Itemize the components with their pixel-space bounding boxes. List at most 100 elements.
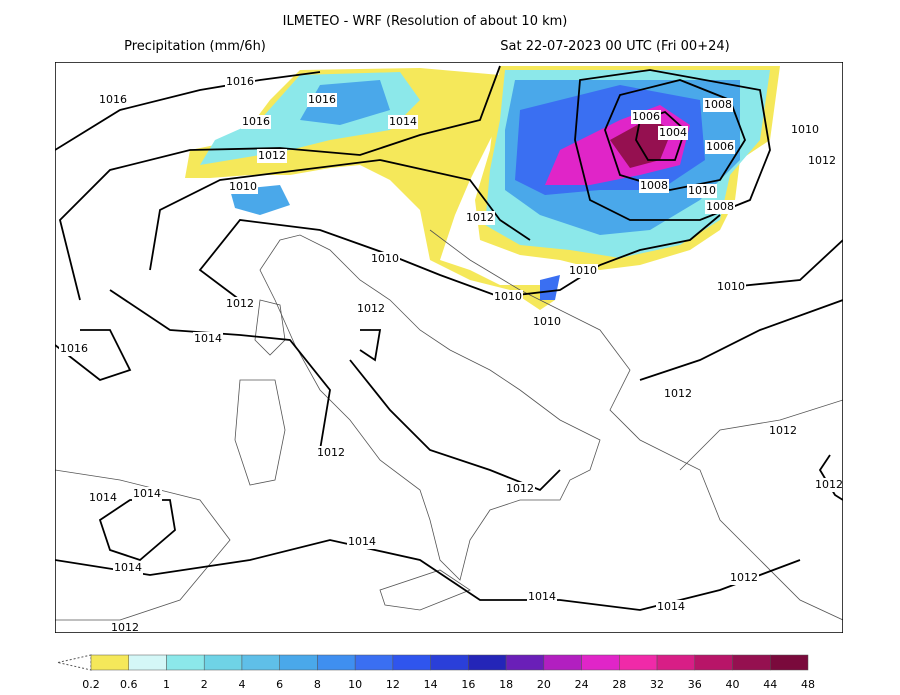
isobar-label-bg bbox=[225, 75, 255, 89]
colorbar-label: 10 bbox=[348, 678, 362, 691]
colorbar-label: 2 bbox=[201, 678, 208, 691]
isobar-label: 1016 bbox=[226, 75, 254, 88]
isobar-label: 1008 bbox=[706, 200, 734, 213]
colorbar-label: 14 bbox=[424, 678, 438, 691]
isobar-labels: 1016 1016 1016 1016 1014 1012 1010 1006 1004 1008… bbox=[59, 75, 843, 634]
isobar-label: 1014 bbox=[389, 115, 417, 128]
colorbar-label: 48 bbox=[801, 678, 815, 691]
colorbar: 0.2 0.6 1 2 4 6 8 10 12 14 16 18 20 24 28 32 36 40 44 48 bbox=[82, 654, 815, 691]
isobar-label-bg bbox=[225, 297, 255, 311]
colorbar-label: 0.2 bbox=[82, 678, 100, 691]
colorbar-swatch bbox=[732, 654, 771, 671]
isobar-label: 1014 bbox=[528, 590, 556, 603]
isobar-label: 1014 bbox=[194, 332, 222, 345]
isobar-label: 1012 bbox=[226, 297, 254, 310]
isobar-label-bg bbox=[658, 126, 688, 140]
isobar-label: 1010 bbox=[569, 264, 597, 277]
isobar-label-bg bbox=[307, 93, 337, 107]
isobar-label: 1010 bbox=[494, 290, 522, 303]
isobar-label: 1012 bbox=[808, 154, 836, 167]
isobar-label-bg bbox=[59, 342, 89, 356]
isobar-label: 1014 bbox=[133, 487, 161, 500]
isobar-label: 1010 bbox=[229, 180, 257, 193]
isobar-label-bg bbox=[639, 179, 669, 193]
colorbar-label: 28 bbox=[612, 678, 626, 691]
isobar-label-bg bbox=[807, 154, 837, 168]
isobar-label-bg bbox=[768, 424, 798, 438]
isobar-label-bg bbox=[356, 302, 386, 316]
isobar-label-bg bbox=[113, 561, 143, 575]
isobar-label: 1016 bbox=[242, 115, 270, 128]
colorbar-label: 20 bbox=[537, 678, 551, 691]
colorbar-swatch bbox=[656, 654, 696, 671]
colorbar-label: 40 bbox=[726, 678, 740, 691]
colorbar-label: 8 bbox=[314, 678, 321, 691]
isobar-label-bg bbox=[631, 110, 661, 124]
colorbar-label: 6 bbox=[276, 678, 283, 691]
isobar-label-bg bbox=[193, 332, 223, 346]
map: 1016 1016 1016 1016 1014 1012 1010 1006 1004 1008… bbox=[55, 62, 843, 634]
isobar-label-bg bbox=[493, 290, 523, 304]
colorbar-label: 18 bbox=[499, 678, 513, 691]
colorbar-swatch bbox=[90, 654, 129, 671]
colorbar-swatch bbox=[430, 654, 469, 671]
colorbar-swatch bbox=[203, 654, 243, 671]
isobar-label-bg bbox=[814, 478, 843, 492]
isobar-label-bg bbox=[370, 252, 400, 266]
isobar-label-bg bbox=[687, 184, 717, 198]
isobar-label: 1012 bbox=[466, 211, 494, 224]
title: ILMETEO - WRF (Resolution of about 10 km… bbox=[283, 14, 568, 29]
isobar-label: 1012 bbox=[730, 571, 758, 584]
isobar-label: 1010 bbox=[533, 315, 561, 328]
isobar-label: 1016 bbox=[60, 342, 88, 355]
isobar-label: 1012 bbox=[664, 387, 692, 400]
isobar-label-bg bbox=[110, 621, 140, 633]
isobar-label-bg bbox=[729, 571, 759, 585]
isobar-label: 1014 bbox=[114, 561, 142, 574]
isobar-label: 1012 bbox=[769, 424, 797, 437]
isobar-label: 1014 bbox=[348, 535, 376, 548]
variable-label: Precipitation (mm/6h) bbox=[124, 39, 266, 54]
isobar-label: 1012 bbox=[111, 621, 139, 634]
isobar-label: 1006 bbox=[706, 140, 734, 153]
isobar-label-bg bbox=[505, 482, 535, 496]
colorbar-swatch bbox=[505, 654, 545, 671]
colorbar-label: 0.6 bbox=[120, 678, 138, 691]
colorbar-swatch bbox=[241, 654, 280, 671]
colorbar-label: 24 bbox=[575, 678, 589, 691]
isobar-label: 1012 bbox=[317, 446, 345, 459]
colorbar-swatch bbox=[468, 654, 507, 671]
isobar-label: 1014 bbox=[657, 600, 685, 613]
isobar-label: 1012 bbox=[258, 149, 286, 162]
colorbar-swatch bbox=[543, 654, 582, 671]
isobar-label-bg bbox=[88, 491, 118, 505]
colorbar-swatch bbox=[770, 654, 809, 671]
isobar-label-bg bbox=[703, 98, 733, 112]
isobar-label-bg bbox=[656, 600, 686, 614]
isobar-label-bg bbox=[388, 115, 418, 129]
colorbar-swatch bbox=[317, 654, 356, 671]
colorbar-swatch bbox=[581, 654, 620, 671]
colorbar-swatch bbox=[166, 654, 205, 671]
isobar-label-bg bbox=[316, 446, 346, 460]
isobar-label: 1016 bbox=[99, 93, 127, 106]
isobar-label-bg bbox=[705, 200, 735, 214]
colorbar-swatch bbox=[619, 654, 658, 671]
isobar-label-bg bbox=[705, 140, 735, 154]
isobar-label-bg bbox=[663, 387, 693, 401]
colorbar-label: 36 bbox=[688, 678, 702, 691]
isobar-label: 1010 bbox=[688, 184, 716, 197]
isobar-label: 1008 bbox=[640, 179, 668, 192]
isobar-label: 1010 bbox=[371, 252, 399, 265]
colorbar-low-arrow bbox=[57, 654, 92, 671]
isobar-label-bg bbox=[228, 180, 258, 194]
date-label: Sat 22-07-2023 00 UTC (Fri 00+24) bbox=[500, 39, 729, 54]
colorbar-swatch bbox=[694, 654, 733, 671]
isobar-label: 1012 bbox=[815, 478, 843, 491]
colorbar-swatch bbox=[354, 654, 394, 671]
isobar-label-bg bbox=[347, 535, 377, 549]
isobar-label: 1010 bbox=[791, 123, 819, 136]
